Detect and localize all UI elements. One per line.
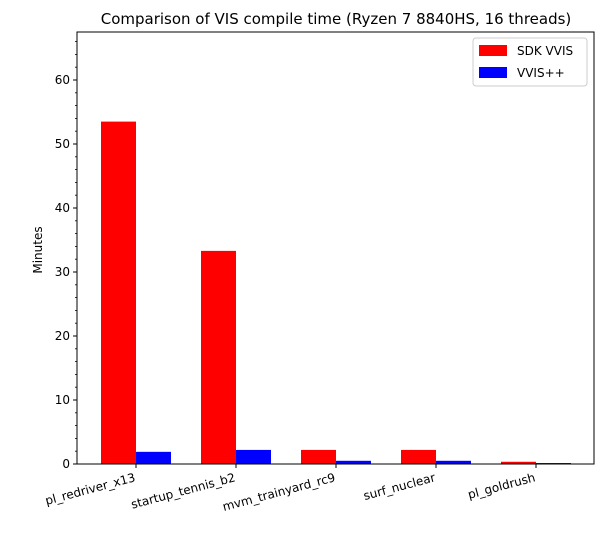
y-axis-ticks: 0 10 20 30 40 50 60 — [55, 41, 77, 471]
x-tick-label-mvm-trainyard-rc9: mvm_trainyard_rc9 — [221, 470, 337, 514]
legend-label-vvis-plus-plus: VVIS++ — [517, 66, 565, 80]
legend: SDK VVIS VVIS++ — [472, 37, 588, 87]
bar-sdk-vvis-mvm-trainyard-rc9 — [301, 449, 336, 464]
bar-vvis-plus-plus-startup-tennis-b2 — [236, 449, 271, 464]
legend-swatch-sdk-vvis — [479, 45, 507, 56]
y-tick-label: 10 — [55, 393, 70, 407]
x-axis-ticks: pl_redriver_x13startup_tennis_b2mvm_trai… — [44, 464, 537, 514]
y-tick-label: 40 — [55, 201, 70, 215]
x-tick-label-surf-nuclear: surf_nuclear — [362, 470, 437, 503]
y-tick-label: 30 — [55, 265, 70, 279]
bar-sdk-vvis-pl-redriver-x13 — [101, 121, 136, 464]
bar-sdk-vvis-pl-goldrush — [501, 461, 536, 464]
bar-vvis-plus-plus-surf-nuclear — [436, 460, 471, 464]
legend-label-sdk-vvis: SDK VVIS — [517, 44, 573, 58]
x-tick-label-pl-redriver-x13: pl_redriver_x13 — [44, 470, 137, 508]
legend-swatch-vvis-plus-plus — [479, 67, 507, 78]
bars-group — [101, 121, 571, 464]
y-tick-label: 20 — [55, 329, 70, 343]
bar-vvis-plus-plus-mvm-trainyard-rc9 — [336, 460, 371, 464]
bar-sdk-vvis-surf-nuclear — [401, 449, 436, 464]
y-axis-label: Minutes — [31, 226, 45, 273]
plot-frame — [76, 31, 595, 465]
chart-title: Comparison of VIS compile time (Ryzen 7 … — [101, 10, 572, 28]
y-tick-label: 60 — [55, 73, 70, 87]
y-tick-label: 50 — [55, 137, 70, 151]
bar-sdk-vvis-startup-tennis-b2 — [201, 250, 236, 464]
x-tick-label-startup-tennis-b2: startup_tennis_b2 — [129, 470, 236, 511]
x-tick-label-pl-goldrush: pl_goldrush — [466, 470, 537, 501]
bar-vvis-plus-plus-pl-redriver-x13 — [136, 451, 171, 464]
y-tick-label: 0 — [62, 457, 70, 471]
